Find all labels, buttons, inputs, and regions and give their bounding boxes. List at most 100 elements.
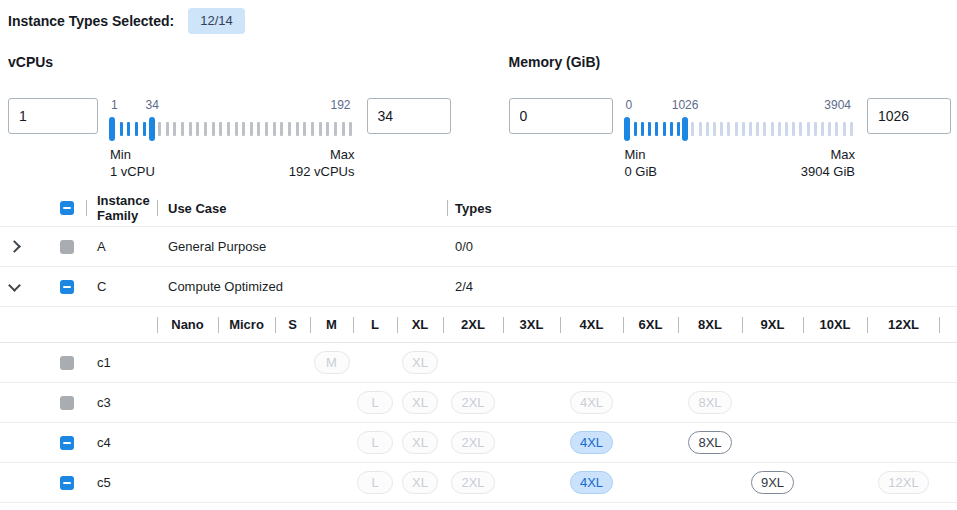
memory-low-label: 0 [626, 98, 633, 112]
slider-tick [699, 122, 702, 136]
size-pill-c4-4xl[interactable]: 4XL [570, 431, 613, 454]
instance-row-c4: c4LXL2XL4XL8XL [0, 423, 957, 463]
vcpus-max-input[interactable] [367, 98, 451, 134]
memory-label: Memory (GiB) [509, 54, 952, 70]
slider-tick [778, 122, 781, 136]
size-pill-c3-xl: XL [402, 391, 438, 414]
slider-handle-min[interactable] [624, 117, 630, 141]
topbar: Instance Types Selected: 12/14 [0, 0, 957, 40]
slider-tick [135, 122, 138, 136]
slider-tick [326, 122, 329, 136]
instance-types-selected-label: Instance Types Selected: [8, 13, 174, 29]
indeterminate-minus-icon [63, 442, 71, 444]
size-pill-c1-m: M [314, 351, 350, 374]
slider-handle-max[interactable] [149, 117, 155, 141]
size-pill-c3-2xl: 2XL [451, 391, 494, 414]
filters-section: vCPUs 1 34 192 Min 1 vCPU Max 192 [0, 40, 957, 186]
vcpus-label: vCPUs [8, 54, 451, 70]
size-column-header-3xl: 3XL [503, 317, 560, 332]
expand-chevron-icon[interactable] [8, 240, 21, 253]
slider-tick [296, 122, 299, 136]
slider-tick [166, 122, 169, 136]
size-column-header-micro: Micro [218, 317, 275, 332]
slider-tick [821, 122, 824, 136]
size-column-header-4xl: 4XL [560, 317, 623, 332]
vcpus-slider-track[interactable] [110, 116, 355, 142]
slider-tick [634, 122, 637, 136]
column-header-instance-family: Instance Family [86, 193, 157, 223]
vcpus-min-input[interactable] [8, 98, 98, 134]
slider-tick [181, 122, 184, 136]
collapse-chevron-icon[interactable] [8, 279, 21, 292]
slider-tick [742, 122, 745, 136]
slider-tick [127, 122, 130, 136]
instance-row-c5: c5LXL2XL4XL9XL12XL [0, 463, 957, 503]
instance-family-table: Instance Family Use Case Types AGeneral … [0, 190, 957, 503]
vcpus-min-caption: Min [110, 146, 155, 163]
slider-tick [763, 122, 766, 136]
family-checkbox-c[interactable] [60, 280, 74, 294]
slider-tick [120, 122, 123, 136]
size-pill-c3-8xl: 8XL [688, 391, 731, 414]
vcpus-slider: 1 34 192 Min 1 vCPU Max 192 vCPUs [110, 98, 355, 180]
select-all-checkbox[interactable] [60, 201, 74, 215]
memory-min-caption: Min [625, 146, 658, 163]
instance-row-c3: c3LXL2XL4XL8XL [0, 383, 957, 423]
table-header-row: Instance Family Use Case Types [0, 190, 957, 227]
instance-checkbox-c4[interactable] [60, 436, 74, 450]
slider-tick [792, 122, 795, 136]
instance-name: c3 [86, 395, 157, 410]
size-column-header-8xl: 8XL [678, 317, 742, 332]
slider-tick [219, 122, 222, 136]
slider-tick [828, 122, 831, 136]
size-pill-c5-12xl: 12XL [878, 471, 928, 494]
slider-tick [334, 122, 337, 136]
instance-row-c1: c1MXL [0, 343, 957, 383]
size-pill-c5-9xl[interactable]: 9XL [751, 471, 794, 494]
slider-tick [677, 122, 680, 136]
size-pill-c5-4xl[interactable]: 4XL [570, 471, 613, 494]
size-pill-c4-xl: XL [402, 431, 438, 454]
slider-tick [785, 122, 788, 136]
slider-tick [303, 122, 306, 136]
indeterminate-minus-icon [63, 286, 71, 288]
family-name: C [86, 279, 157, 294]
slider-tick [641, 122, 644, 136]
size-pill-c3-l: L [357, 391, 393, 414]
slider-handle-min[interactable] [109, 117, 115, 141]
size-pill-c4-l: L [357, 431, 393, 454]
size-pill-c5-2xl: 2XL [451, 471, 494, 494]
size-columns-header: NanoMicroSMLXL2XL3XL4XL6XL8XL9XL10XL12XL [0, 307, 957, 343]
slider-tick [807, 122, 810, 136]
family-row-c: CCompute Optimized2/4 [0, 267, 957, 307]
slider-tick [189, 122, 192, 136]
vcpus-high-label: 34 [146, 98, 159, 112]
size-column-header-xl: XL [397, 317, 443, 332]
slider-tick [720, 122, 723, 136]
size-column-header-l: L [353, 317, 397, 332]
memory-high-label: 1026 [672, 98, 699, 112]
slider-tick [227, 122, 230, 136]
family-types-count: 0/0 [447, 239, 957, 254]
memory-slider-track[interactable] [625, 116, 856, 142]
memory-max-caption: Max [801, 146, 855, 163]
slider-tick [265, 122, 268, 136]
slider-tick [771, 122, 774, 136]
vcpus-max-caption: Max [289, 146, 355, 163]
slider-tick [756, 122, 759, 136]
column-header-use-case: Use Case [157, 201, 447, 216]
family-name: A [86, 239, 157, 254]
slider-tick [735, 122, 738, 136]
memory-min-input[interactable] [509, 98, 613, 134]
slider-tick [706, 122, 709, 136]
slider-tick [280, 122, 283, 136]
memory-max-caption-value: 3904 GiB [801, 163, 855, 180]
memory-max-input[interactable] [867, 98, 951, 134]
instance-checkbox-c5[interactable] [60, 476, 74, 490]
size-pill-c4-8xl[interactable]: 8XL [688, 431, 731, 454]
slider-handle-max[interactable] [682, 117, 688, 141]
vcpus-low-label: 1 [111, 98, 118, 112]
slider-tick [319, 122, 322, 136]
vcpus-filter: vCPUs 1 34 192 Min 1 vCPU Max 192 [8, 54, 451, 180]
slider-tick [655, 122, 658, 136]
